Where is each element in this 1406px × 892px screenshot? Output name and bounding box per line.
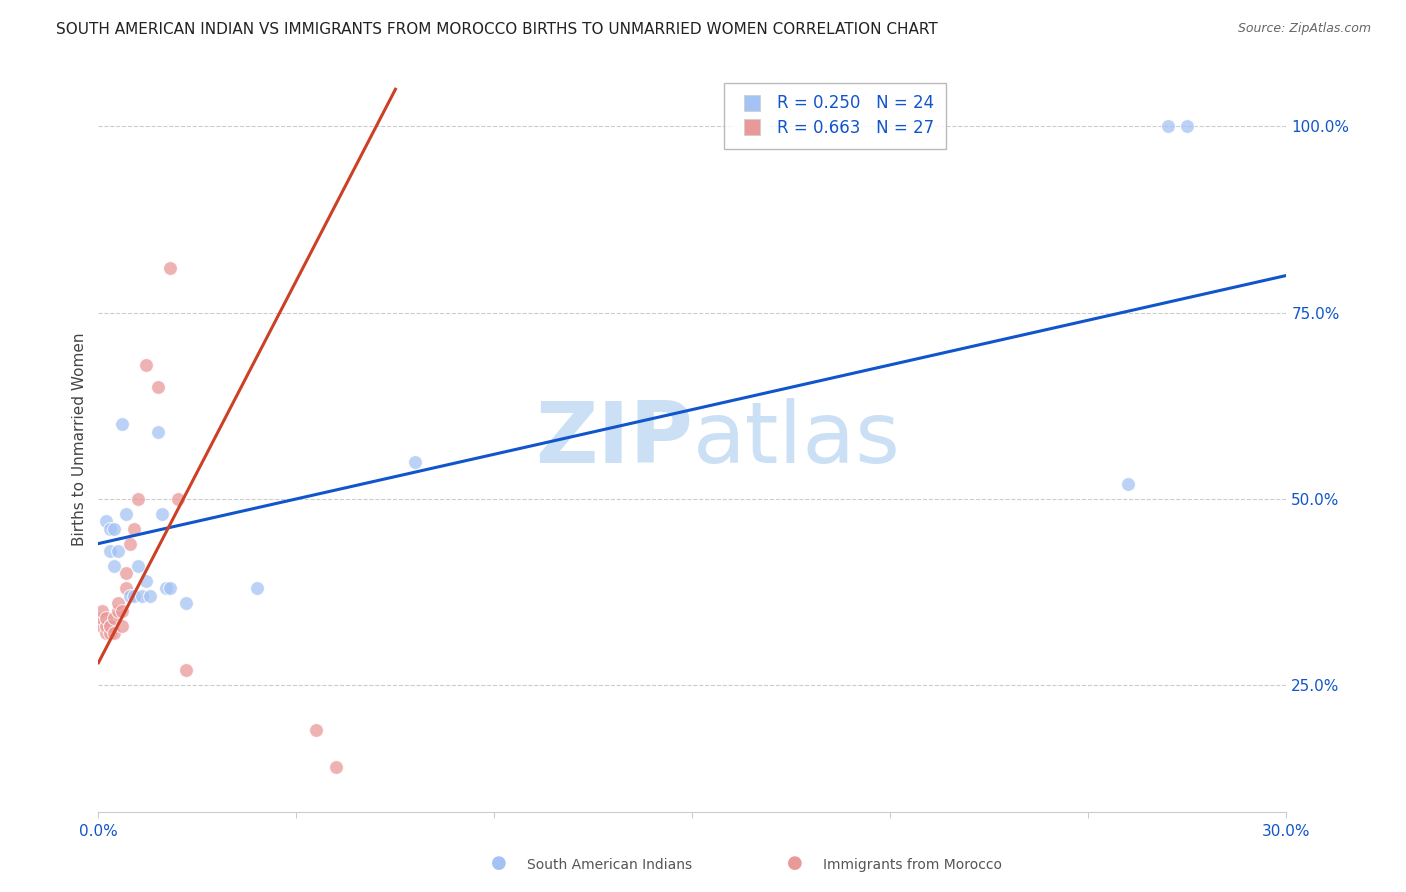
Point bbox=[98, 522, 121, 536]
Y-axis label: Births to Unmarried Women: Births to Unmarried Women bbox=[72, 333, 87, 546]
Point bbox=[325, 760, 347, 774]
Text: ZIP: ZIP bbox=[534, 398, 692, 481]
Point bbox=[159, 260, 181, 275]
Text: Immigrants from Morocco: Immigrants from Morocco bbox=[823, 858, 1001, 872]
Legend: R = 0.250   N = 24, R = 0.663   N = 27: R = 0.250 N = 24, R = 0.663 N = 27 bbox=[724, 83, 946, 149]
Point bbox=[103, 558, 125, 573]
Point bbox=[115, 566, 138, 581]
Point bbox=[122, 589, 145, 603]
Point bbox=[135, 358, 157, 372]
Text: Source: ZipAtlas.com: Source: ZipAtlas.com bbox=[1237, 22, 1371, 36]
Point bbox=[91, 611, 114, 625]
Point bbox=[1156, 120, 1178, 134]
Point bbox=[98, 618, 121, 632]
Point bbox=[96, 626, 118, 640]
Point bbox=[135, 574, 157, 588]
Point bbox=[174, 596, 197, 610]
Point bbox=[96, 611, 118, 625]
Point bbox=[139, 589, 162, 603]
Point bbox=[96, 618, 118, 632]
Point bbox=[103, 611, 125, 625]
Point bbox=[122, 522, 145, 536]
Point bbox=[98, 626, 121, 640]
Point bbox=[107, 604, 129, 618]
Text: South American Indians: South American Indians bbox=[527, 858, 692, 872]
Text: SOUTH AMERICAN INDIAN VS IMMIGRANTS FROM MOROCCO BIRTHS TO UNMARRIED WOMEN CORRE: SOUTH AMERICAN INDIAN VS IMMIGRANTS FROM… bbox=[56, 22, 938, 37]
Point bbox=[111, 417, 134, 432]
Point bbox=[150, 507, 173, 521]
Point bbox=[159, 582, 181, 596]
Point bbox=[174, 663, 197, 677]
Text: ●: ● bbox=[491, 855, 508, 872]
Point bbox=[111, 618, 134, 632]
Point bbox=[127, 558, 149, 573]
Point bbox=[1177, 120, 1199, 134]
Point bbox=[115, 507, 138, 521]
Point bbox=[96, 514, 118, 528]
Point bbox=[1116, 477, 1139, 491]
Point bbox=[91, 618, 114, 632]
Point bbox=[111, 604, 134, 618]
Text: ●: ● bbox=[786, 855, 803, 872]
Point bbox=[127, 491, 149, 506]
Point bbox=[166, 491, 188, 506]
Point bbox=[115, 582, 138, 596]
Point bbox=[98, 544, 121, 558]
Point bbox=[131, 589, 153, 603]
Point bbox=[120, 589, 142, 603]
Point bbox=[107, 544, 129, 558]
Point bbox=[98, 618, 121, 632]
Point bbox=[91, 604, 114, 618]
Point bbox=[146, 425, 169, 439]
Point bbox=[404, 455, 426, 469]
Point bbox=[103, 626, 125, 640]
Point bbox=[146, 380, 169, 394]
Point bbox=[246, 582, 269, 596]
Point bbox=[155, 582, 177, 596]
Point bbox=[103, 522, 125, 536]
Point bbox=[305, 723, 328, 737]
Point bbox=[107, 596, 129, 610]
Point bbox=[120, 536, 142, 550]
Text: atlas: atlas bbox=[692, 398, 900, 481]
